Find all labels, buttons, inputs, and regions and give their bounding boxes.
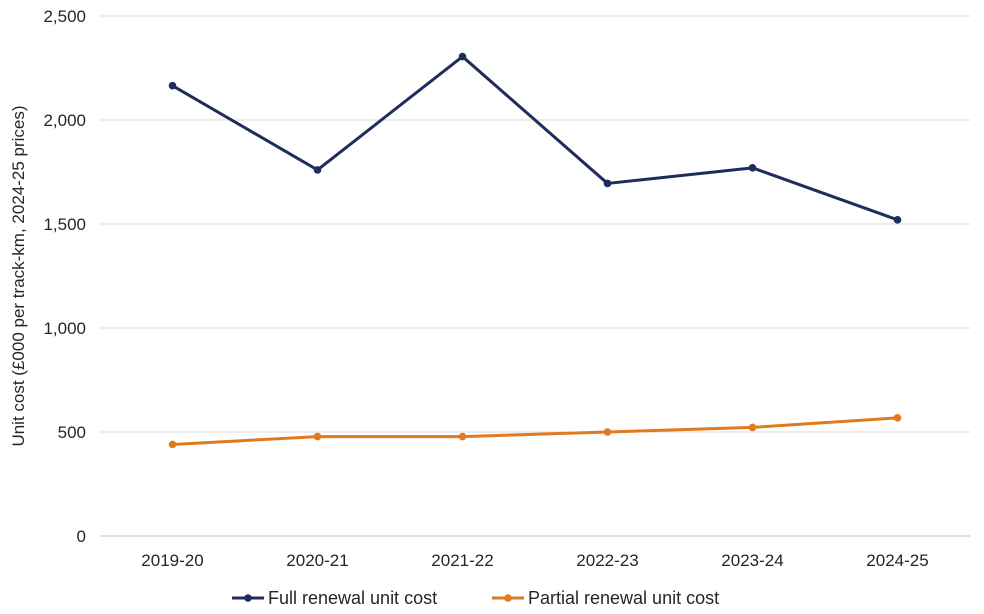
- x-axis-ticks: 2019-20 2020-21 2021-22 2022-23 2023-24 2024-…: [141, 551, 928, 570]
- data-point: [603, 428, 612, 436]
- data-point: [168, 440, 177, 449]
- x-tick-label: 2020-21: [286, 551, 348, 570]
- legend: Full renewal unit cost Partial renewal un…: [232, 588, 719, 608]
- legend-label: Full renewal unit cost: [268, 588, 437, 608]
- data-point: [458, 432, 467, 441]
- data-point: [748, 164, 757, 172]
- data-point: [313, 166, 322, 174]
- data-point: [893, 414, 902, 422]
- y-tick-label: 2,000: [43, 111, 86, 130]
- data-point: [893, 216, 902, 224]
- y-tick-label: 1,500: [43, 215, 86, 234]
- x-tick-label: 2024-25: [866, 551, 928, 570]
- x-tick-label: 2022-23: [576, 551, 638, 570]
- y-axis-ticks: 0 500 1,000 1,500 2,000 2,500: [43, 7, 86, 546]
- legend-swatch-marker: [504, 594, 512, 602]
- x-tick-label: 2019-20: [141, 551, 203, 570]
- gridlines: [100, 15, 970, 537]
- y-tick-label: 1,000: [43, 319, 86, 338]
- series-lines: [168, 52, 902, 449]
- legend-item: Full renewal unit cost: [232, 588, 437, 608]
- x-tick-label: 2021-22: [431, 551, 493, 570]
- legend-swatch-marker: [244, 594, 252, 602]
- x-tick-label: 2023-24: [721, 551, 783, 570]
- series-line: [171, 55, 899, 222]
- legend-item: Partial renewal unit cost: [492, 588, 719, 608]
- y-tick-label: 500: [58, 423, 86, 442]
- legend-label: Partial renewal unit cost: [528, 588, 719, 608]
- data-point: [313, 432, 322, 441]
- data-point: [458, 52, 467, 61]
- series-2: [168, 414, 902, 449]
- data-point: [603, 179, 612, 188]
- data-point: [168, 81, 177, 90]
- y-axis-title: Unit cost (£000 per track-km, 2024-25 pr…: [9, 105, 28, 446]
- data-point: [748, 423, 757, 432]
- y-tick-label: 2,500: [43, 7, 86, 26]
- y-tick-label: 0: [77, 527, 86, 546]
- series-1: [168, 52, 902, 224]
- series-line: [172, 416, 898, 446]
